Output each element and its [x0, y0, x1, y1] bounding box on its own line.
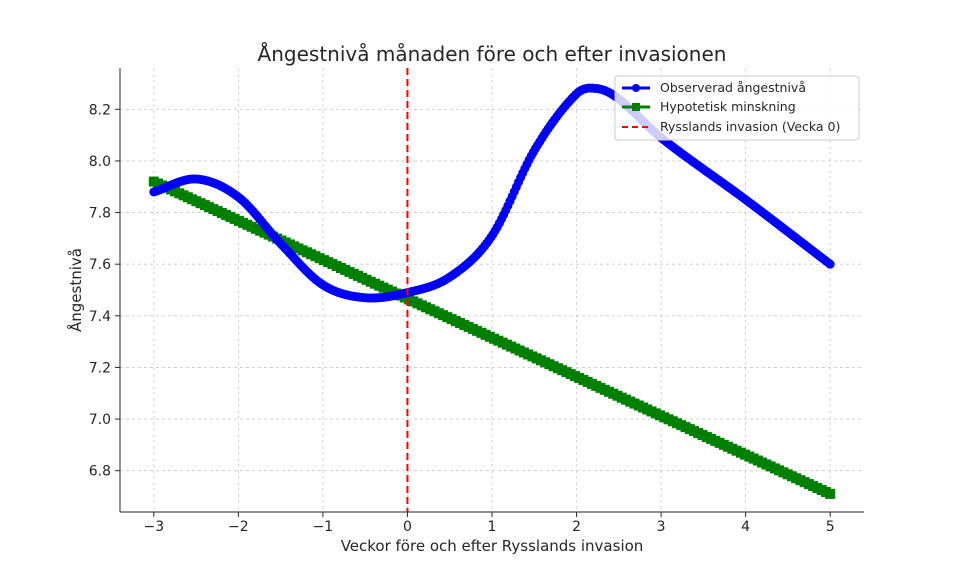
y-tick-label: 8.0	[89, 154, 111, 170]
legend: Observerad ångestnivå Hypotetisk minskni…	[615, 76, 859, 140]
observed-point	[826, 260, 835, 269]
x-tick-label: −2	[228, 519, 249, 535]
x-tick-label: 3	[657, 519, 666, 535]
x-tick-label: 5	[826, 519, 835, 535]
y-tick-label: 8.2	[89, 102, 111, 118]
y-tick-label: 7.0	[89, 412, 111, 428]
x-tick-label: −3	[143, 519, 164, 535]
legend-label-invasion: Rysslands invasion (Vecka 0)	[660, 119, 840, 134]
x-tick-label: 2	[572, 519, 581, 535]
y-tick-label: 7.8	[89, 206, 111, 222]
y-tick-label: 7.4	[89, 309, 111, 325]
legend-label-hypothetical: Hypotetisk minskning	[660, 99, 796, 114]
chart: Ångestnivå månaden före och efter invasi…	[0, 0, 960, 576]
x-tick-label: −1	[313, 519, 334, 535]
y-axis-label: Ångestnivå	[66, 248, 85, 332]
hypothetical-point	[825, 489, 835, 499]
legend-marker-observed	[632, 84, 640, 92]
y-tick-label: 7.6	[89, 257, 111, 273]
legend-marker-hypothetical	[632, 103, 640, 111]
x-tick-label: 4	[741, 519, 750, 535]
x-tick-label: 0	[403, 519, 412, 535]
x-tick-label: 1	[488, 519, 497, 535]
y-tick-label: 7.2	[89, 360, 111, 376]
legend-label-observed: Observerad ångestnivå	[660, 80, 806, 95]
chart-title: Ångestnivå månaden före och efter invasi…	[258, 42, 727, 66]
y-tick-label: 6.8	[89, 464, 111, 480]
x-axis-label: Veckor före och efter Rysslands invasion	[341, 537, 644, 555]
